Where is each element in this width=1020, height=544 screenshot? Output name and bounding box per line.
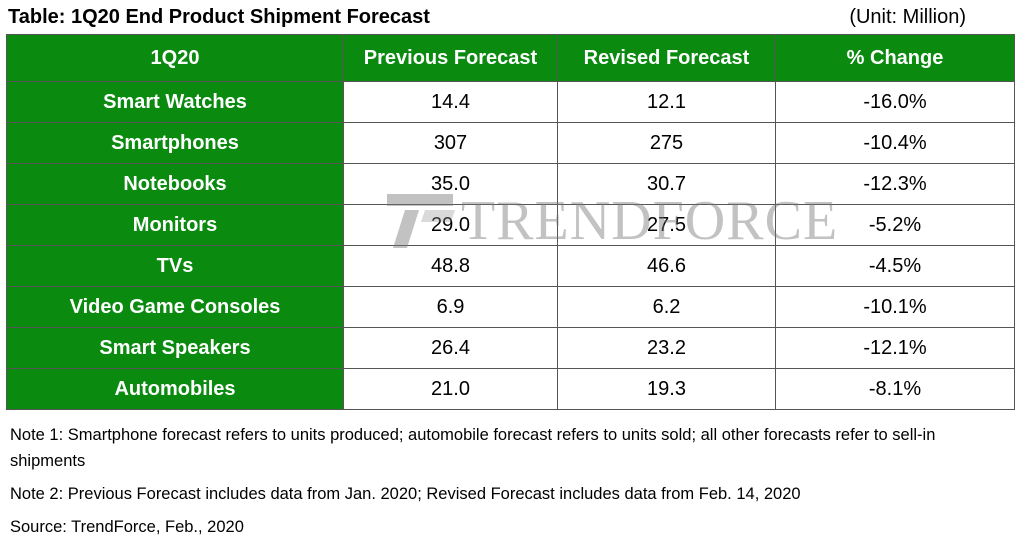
revised-forecast-cell: 6.2 bbox=[557, 286, 776, 328]
source-note: Source: TrendForce, Feb., 2020 bbox=[10, 518, 244, 536]
column-header-period: 1Q20 bbox=[6, 34, 344, 82]
revised-forecast-cell: 46.6 bbox=[557, 245, 776, 287]
percent-change-cell: -4.5% bbox=[775, 245, 1015, 287]
column-header-change: % Change bbox=[775, 34, 1015, 82]
percent-change-cell: -5.2% bbox=[775, 204, 1015, 246]
previous-forecast-cell: 48.8 bbox=[343, 245, 558, 287]
table-row: Monitors 29.0 27.5 -5.2% bbox=[6, 204, 1015, 246]
category-cell: Smart Speakers bbox=[6, 327, 344, 369]
revised-forecast-cell: 23.2 bbox=[557, 327, 776, 369]
table-row: Smartphones 307 275 -10.4% bbox=[6, 122, 1015, 164]
previous-forecast-cell: 26.4 bbox=[343, 327, 558, 369]
previous-forecast-cell: 21.0 bbox=[343, 368, 558, 410]
table-row: Smart Speakers 26.4 23.2 -12.1% bbox=[6, 327, 1015, 369]
previous-forecast-cell: 14.4 bbox=[343, 81, 558, 123]
revised-forecast-cell: 30.7 bbox=[557, 163, 776, 205]
category-cell: Smart Watches bbox=[6, 81, 344, 123]
table-row: TVs 48.8 46.6 -4.5% bbox=[6, 245, 1015, 287]
forecast-table: 1Q20 Previous Forecast Revised Forecast … bbox=[6, 34, 1015, 410]
previous-forecast-cell: 35.0 bbox=[343, 163, 558, 205]
revised-forecast-cell: 12.1 bbox=[557, 81, 776, 123]
column-header-previous: Previous Forecast bbox=[343, 34, 558, 82]
column-header-revised: Revised Forecast bbox=[557, 34, 776, 82]
previous-forecast-cell: 29.0 bbox=[343, 204, 558, 246]
revised-forecast-cell: 27.5 bbox=[557, 204, 776, 246]
table-row: Notebooks 35.0 30.7 -12.3% bbox=[6, 163, 1015, 205]
table-row: Video Game Consoles 6.9 6.2 -10.1% bbox=[6, 286, 1015, 328]
previous-forecast-cell: 307 bbox=[343, 122, 558, 164]
revised-forecast-cell: 19.3 bbox=[557, 368, 776, 410]
note-1: Note 1: Smartphone forecast refers to un… bbox=[10, 426, 936, 470]
percent-change-cell: -12.3% bbox=[775, 163, 1015, 205]
previous-forecast-cell: 6.9 bbox=[343, 286, 558, 328]
percent-change-cell: -8.1% bbox=[775, 368, 1015, 410]
percent-change-cell: -12.1% bbox=[775, 327, 1015, 369]
table-row: Smart Watches 14.4 12.1 -16.0% bbox=[6, 81, 1015, 123]
header-row: 1Q20 Previous Forecast Revised Forecast … bbox=[6, 34, 1015, 82]
revised-forecast-cell: 275 bbox=[557, 122, 776, 164]
category-cell: Automobiles bbox=[6, 368, 344, 410]
percent-change-cell: -10.4% bbox=[775, 122, 1015, 164]
category-cell: Notebooks bbox=[6, 163, 344, 205]
unit-label: (Unit: Million) bbox=[849, 6, 966, 28]
category-cell: TVs bbox=[6, 245, 344, 287]
notes-section: Note 1: Smartphone forecast refers to un… bbox=[10, 422, 1010, 540]
category-cell: Monitors bbox=[6, 204, 344, 246]
table-title: Table: 1Q20 End Product Shipment Forecas… bbox=[8, 6, 430, 28]
title-row: Table: 1Q20 End Product Shipment Forecas… bbox=[8, 3, 1012, 31]
percent-change-cell: -16.0% bbox=[775, 81, 1015, 123]
table-row: Automobiles 21.0 19.3 -8.1% bbox=[6, 368, 1015, 410]
category-cell: Smartphones bbox=[6, 122, 344, 164]
note-2: Note 2: Previous Forecast includes data … bbox=[10, 485, 801, 503]
percent-change-cell: -10.1% bbox=[775, 286, 1015, 328]
category-cell: Video Game Consoles bbox=[6, 286, 344, 328]
